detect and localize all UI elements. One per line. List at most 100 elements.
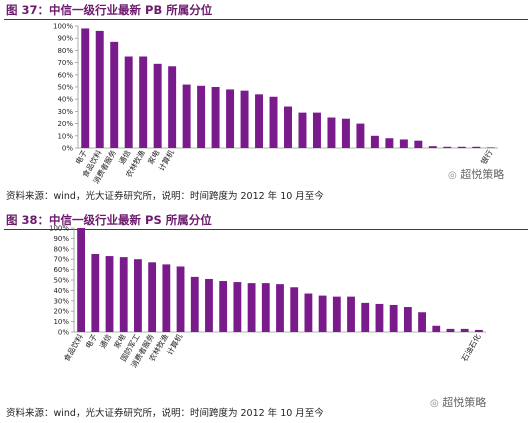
bar: [298, 112, 307, 148]
bar: [361, 302, 370, 332]
bar: [81, 28, 90, 148]
y-tick-label: 10%: [53, 318, 69, 326]
bar: [124, 56, 133, 148]
bar: [414, 140, 423, 148]
figure-37-source-note: 资料来源：wind，光大证券研究所，说明：时间跨度为 2012 年 10 月至今: [6, 191, 324, 202]
ps-percentile-bar-chart: 0%10%20%30%40%50%60%70%80%90%100%食品饮料电子通…: [49, 225, 486, 369]
bar: [276, 284, 284, 332]
bar: [341, 118, 350, 148]
y-tick-label: 80%: [57, 47, 73, 55]
x-category-label: 石油石化: [459, 332, 483, 363]
x-category-label: 通信: [97, 332, 113, 350]
y-tick-label: 0%: [58, 329, 69, 337]
figure-37-title-rule: [4, 19, 528, 20]
bar: [446, 328, 455, 332]
watermark-text: 超悦策略: [442, 396, 487, 409]
y-tick-label: 50%: [57, 84, 73, 92]
y-tick-label: 40%: [57, 96, 73, 104]
x-category-label: 电子: [83, 332, 99, 350]
y-tick-label: 20%: [57, 120, 73, 128]
bar: [472, 146, 481, 148]
bar: [197, 85, 206, 148]
y-tick-label: 60%: [57, 71, 73, 79]
bar: [269, 96, 278, 148]
bar: [318, 295, 327, 332]
y-tick-label: 80%: [53, 245, 69, 253]
bar: [182, 84, 191, 148]
bar: [432, 325, 441, 332]
bar: [176, 266, 185, 332]
bar: [389, 304, 398, 332]
bar: [110, 41, 119, 148]
bar: [284, 106, 292, 148]
wechat-icon: ◎: [448, 170, 457, 181]
wechat-icon: ◎: [430, 398, 439, 409]
y-tick-label: 70%: [53, 256, 69, 264]
bar: [247, 283, 256, 332]
y-tick-label: 30%: [53, 297, 69, 305]
bar: [105, 256, 114, 332]
figure-38-title: 图 38：中信一级行业最新 PS 所属分位: [6, 213, 212, 227]
figure-37-title: 图 37：中信一级行业最新 PB 所属分位: [6, 3, 213, 17]
bar: [168, 66, 177, 148]
bar: [119, 257, 128, 332]
bar: [233, 282, 242, 332]
figure-37-watermark: ◎ 超悦策略: [448, 166, 504, 182]
y-tick-label: 50%: [53, 277, 69, 285]
x-category-label: 计算机: [164, 332, 184, 357]
bar: [148, 262, 157, 332]
bar: [190, 276, 199, 332]
bar: [418, 312, 426, 332]
bar: [139, 56, 148, 148]
bar: [91, 254, 100, 332]
bar: [134, 259, 142, 332]
figure-38-title-rule: [4, 229, 528, 230]
bar: [95, 30, 104, 148]
bar: [255, 94, 264, 148]
bar: [327, 117, 336, 148]
x-category-label: 银行: [478, 148, 494, 166]
bar: [457, 146, 466, 148]
bar: [356, 123, 365, 148]
y-tick-label: 100%: [49, 225, 69, 233]
watermark-text: 超悦策略: [460, 168, 505, 181]
bar: [474, 329, 483, 332]
bar: [205, 278, 213, 332]
bar: [375, 303, 384, 332]
figure-38-source-note: 资料来源：wind，光大证券研究所，说明：时间跨度为 2012 年 10 月至今: [6, 408, 324, 419]
bar: [304, 293, 313, 332]
bar: [460, 328, 469, 332]
bar: [162, 264, 171, 332]
y-tick-label: 0%: [62, 145, 73, 153]
bar: [332, 296, 341, 332]
bar: [261, 283, 270, 332]
y-tick-label: 90%: [53, 235, 69, 243]
y-tick-label: 100%: [53, 23, 73, 31]
bar: [77, 228, 86, 332]
y-tick-label: 10%: [57, 132, 73, 140]
x-category-label: 计算机: [156, 148, 176, 173]
bar: [153, 63, 162, 148]
bar: [312, 112, 321, 148]
pb-percentile-bar-chart: 0%10%20%30%40%50%60%70%80%90%100%电子食品饮料消…: [53, 23, 498, 185]
y-tick-label: 90%: [57, 35, 73, 43]
bar: [240, 90, 249, 148]
y-tick-label: 30%: [57, 108, 73, 116]
bar: [226, 89, 235, 148]
y-tick-label: 20%: [53, 308, 69, 316]
bar: [399, 139, 408, 148]
bar: [290, 287, 299, 332]
y-tick-label: 60%: [53, 266, 69, 274]
y-tick-label: 70%: [57, 59, 73, 67]
bar: [486, 147, 495, 148]
bar: [443, 146, 452, 148]
figure-38-watermark: ◎ 超悦策略: [430, 394, 486, 410]
bar: [347, 296, 355, 332]
bar: [403, 307, 412, 332]
bar: [370, 135, 379, 148]
bar: [385, 138, 394, 148]
bar: [219, 281, 228, 332]
y-tick-label: 40%: [53, 287, 69, 295]
bar: [211, 87, 220, 148]
bar: [428, 146, 437, 148]
